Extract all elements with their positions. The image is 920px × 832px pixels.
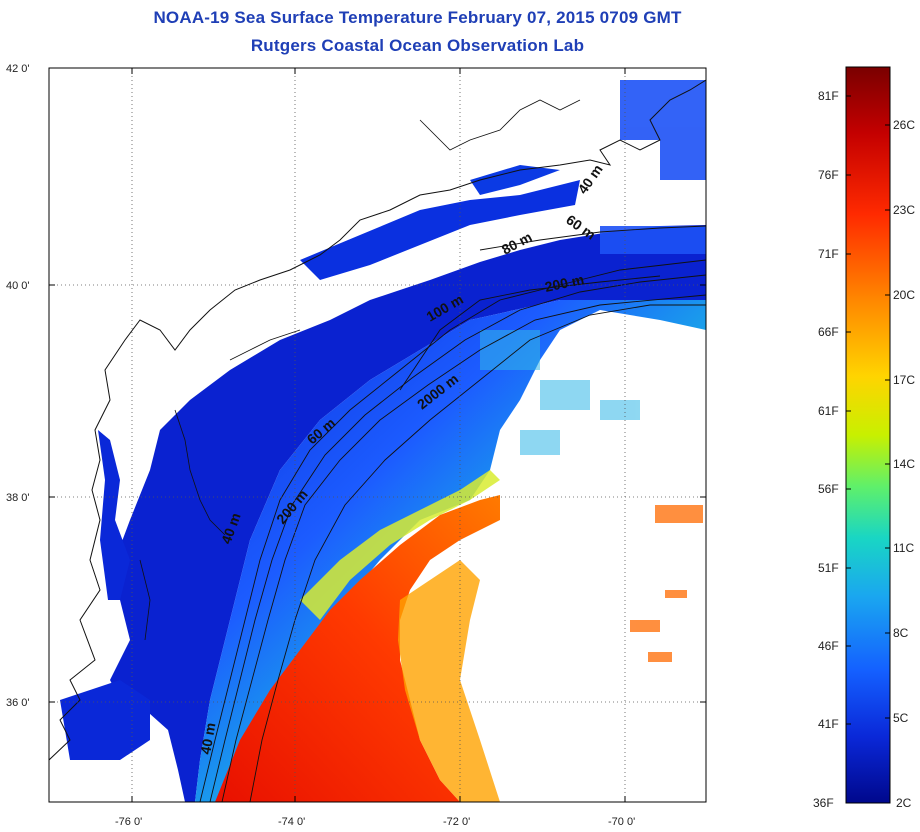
lat-label-42: 42 0' [6,63,30,75]
colorbar-f-41: 41F [818,717,839,731]
colorbar-f-66: 66F [818,325,839,339]
coastline [49,79,706,761]
gulf-stream-fringe [398,560,500,802]
colorbar-f-61: 61F [818,404,839,418]
colorbar-f-71: 71F [818,247,839,261]
lat-label-40: 40 0' [6,280,30,292]
pamlico-sound [60,680,150,760]
lon-label-76: -76 0' [115,816,142,828]
cloud-noise-east [630,505,703,662]
colorbar-c-23: 23C [893,203,915,217]
slope-water [195,300,706,802]
frontal-band [300,470,500,620]
chesapeake-bay [98,430,130,600]
graticule [49,68,706,802]
colorbar-c-8: 8C [893,626,909,640]
colorbar-c-26: 26C [893,118,915,132]
bay-water [300,180,580,280]
colorbar-f-ticks [846,95,851,725]
lon-label-70: -70 0' [608,816,635,828]
colorbar-f-46: 46F [818,639,839,653]
colorbar-c-20: 20C [893,288,915,302]
shelf-water-cold [110,225,706,802]
map-title: NOAA-19 Sea Surface Temperature February… [153,8,682,27]
colorbar-c-17: 17C [893,373,915,387]
colorbar [845,66,891,804]
map-canvas: 40 m 60 m 80 m 100 m 200 m 2000 m 60 m 2… [49,68,706,802]
colorbar-f-36: 36F [813,796,834,810]
lon-label-72: -72 0' [443,816,470,828]
colorbar-f-76: 76F [818,168,839,182]
map-ticks [49,68,706,802]
long-island-sound [470,165,560,195]
colorbar-c-14: 14C [893,457,915,471]
lat-label-38: 38 0' [6,492,30,504]
colorbar-c-ticks [885,124,890,719]
colorbar-c-2: 2C [896,796,912,810]
colorbar-c-5: 5C [893,711,909,725]
colorbar-f-56: 56F [818,482,839,496]
lon-label-74: -74 0' [278,816,305,828]
lat-label-36: 36 0' [6,697,30,709]
coastline-inner [139,99,581,641]
depth-label-40m-south: 40 m [197,721,218,755]
colorbar-f-81: 81F [818,89,839,103]
depth-contours [199,225,706,802]
cloud-noise-scatter [480,330,640,455]
gulf-stream [215,495,500,802]
colorbar-f-51: 51F [818,561,839,575]
colorbar-c-11: 11C [893,541,914,555]
map-subtitle: Rutgers Coastal Ocean Observation Lab [250,36,585,55]
north-shelf-noise [600,80,706,254]
map-frame [48,67,707,803]
